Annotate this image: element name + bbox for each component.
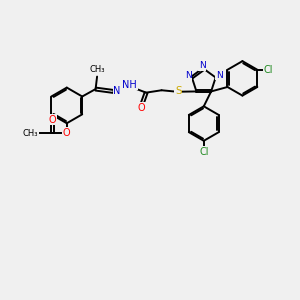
Text: S: S [175,86,181,96]
Text: N: N [185,71,191,80]
Text: Cl: Cl [199,147,208,157]
Text: N: N [113,86,121,96]
Text: CH₃: CH₃ [89,64,105,74]
Text: CH₃: CH₃ [23,129,38,138]
Text: O: O [63,128,70,138]
Text: Cl: Cl [264,65,273,75]
Text: NH: NH [122,80,137,90]
Text: O: O [49,115,56,125]
Text: N: N [216,70,223,80]
Text: N: N [199,61,206,70]
Text: O: O [137,103,145,113]
